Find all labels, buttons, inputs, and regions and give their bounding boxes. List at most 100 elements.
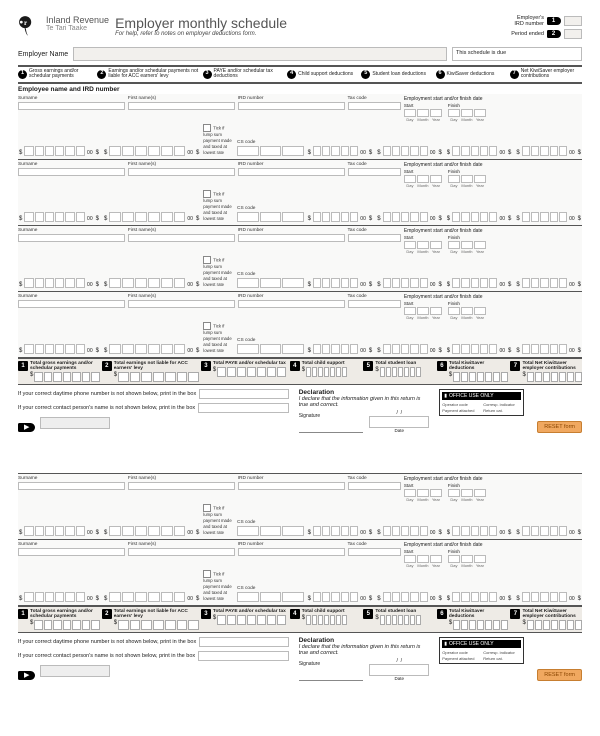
digit-cell[interactable] — [148, 212, 160, 222]
digit-cell[interactable] — [550, 146, 558, 156]
money-field[interactable]: $00$ — [307, 526, 374, 536]
money-field[interactable]: $00$ — [18, 212, 100, 222]
digit-cell[interactable] — [91, 620, 99, 630]
ird-input[interactable] — [238, 168, 345, 176]
digit-cell[interactable] — [469, 620, 476, 630]
digit-cell[interactable] — [161, 592, 173, 602]
digit-cell[interactable] — [109, 344, 121, 354]
digit-cell[interactable] — [282, 212, 304, 222]
digit-cell[interactable] — [135, 592, 147, 602]
digit-cell[interactable] — [282, 344, 304, 354]
digit-cell[interactable] — [76, 278, 85, 288]
digit-cell[interactable] — [76, 344, 85, 354]
total-input[interactable]: $ — [114, 372, 199, 382]
reset-button[interactable]: RESET form — [537, 421, 582, 433]
digit-cell[interactable] — [341, 526, 349, 536]
digit-cell[interactable] — [331, 212, 339, 222]
digit-cell[interactable] — [575, 372, 582, 382]
digit-cell[interactable] — [461, 344, 469, 354]
digit-cell[interactable] — [55, 212, 64, 222]
digit-cell[interactable] — [122, 146, 134, 156]
digit-cell[interactable] — [540, 212, 548, 222]
digit-cell[interactable] — [559, 526, 567, 536]
cell-strip[interactable] — [237, 526, 304, 536]
digit-cell[interactable] — [260, 146, 282, 156]
digit-cell[interactable] — [322, 146, 330, 156]
period-ended-field[interactable] — [564, 29, 582, 39]
digit-cell[interactable] — [35, 146, 44, 156]
digit-cell[interactable] — [135, 344, 147, 354]
digit-cell[interactable] — [174, 146, 186, 156]
total-input[interactable]: $ — [375, 615, 420, 625]
surname-input[interactable] — [18, 482, 125, 490]
digit-cell[interactable] — [53, 620, 61, 630]
cell-strip[interactable] — [237, 278, 304, 288]
digit-cell[interactable] — [420, 526, 428, 536]
digit-cell[interactable] — [44, 372, 52, 382]
digit-cell[interactable] — [282, 278, 304, 288]
digit-cell[interactable] — [24, 212, 33, 222]
digit-cell[interactable] — [63, 620, 71, 630]
digit-cell[interactable] — [559, 592, 567, 602]
tax-input[interactable] — [348, 234, 401, 242]
digit-cell[interactable] — [489, 344, 497, 354]
digit-cell[interactable] — [404, 367, 409, 377]
digit-cell[interactable] — [177, 372, 188, 382]
digit-cell[interactable] — [174, 212, 186, 222]
ird-input[interactable] — [238, 300, 345, 308]
date-cells[interactable] — [448, 489, 486, 497]
digit-cell[interactable] — [63, 372, 71, 382]
date-cells[interactable] — [404, 555, 442, 563]
digit-cell[interactable] — [141, 620, 152, 630]
signature-input[interactable] — [299, 419, 364, 433]
ird-input[interactable] — [238, 548, 345, 556]
digit-cell[interactable] — [420, 278, 428, 288]
signature-input-2[interactable] — [299, 667, 364, 681]
lump-sum-check[interactable]: Tick if lump sum payment made and taxed … — [203, 256, 234, 288]
digit-cell[interactable] — [341, 592, 349, 602]
cell-strip[interactable] — [237, 212, 304, 222]
digit-cell[interactable] — [342, 615, 347, 625]
digit-cell[interactable] — [322, 212, 330, 222]
digit-cell[interactable] — [237, 367, 246, 377]
tax-input[interactable] — [348, 102, 401, 110]
lump-sum-check[interactable]: Tick if lump sum payment made and taxed … — [203, 124, 234, 156]
digit-cell[interactable] — [45, 146, 54, 156]
digit-cell[interactable] — [237, 526, 259, 536]
digit-cell[interactable] — [350, 146, 358, 156]
digit-cell[interactable] — [177, 620, 188, 630]
checkbox-icon[interactable] — [203, 124, 211, 132]
contact-name-input[interactable] — [198, 403, 289, 413]
digit-cell[interactable] — [410, 344, 418, 354]
digit-cell[interactable] — [493, 372, 500, 382]
digit-cell[interactable] — [313, 592, 321, 602]
digit-cell[interactable] — [65, 278, 74, 288]
footer-long-box-2[interactable] — [40, 665, 110, 677]
money-field[interactable]: $00$ — [446, 146, 513, 156]
digit-cell[interactable] — [477, 372, 484, 382]
digit-cell[interactable] — [401, 526, 409, 536]
money-field[interactable]: $00$ — [18, 278, 100, 288]
digit-cell[interactable] — [392, 615, 397, 625]
digit-cell[interactable] — [392, 212, 400, 222]
digit-cell[interactable] — [420, 146, 428, 156]
digit-cell[interactable] — [485, 620, 492, 630]
digit-cell[interactable] — [174, 278, 186, 288]
digit-cell[interactable] — [380, 615, 385, 625]
tax-input[interactable] — [348, 548, 401, 556]
checkbox-icon[interactable] — [203, 570, 211, 578]
digit-cell[interactable] — [260, 592, 282, 602]
digit-cell[interactable] — [416, 615, 421, 625]
digit-cell[interactable] — [76, 146, 85, 156]
digit-cell[interactable] — [392, 592, 400, 602]
digit-cell[interactable] — [410, 592, 418, 602]
digit-cell[interactable] — [267, 367, 276, 377]
lump-sum-check[interactable]: Tick if lump sum payment made and taxed … — [203, 504, 234, 536]
digit-cell[interactable] — [540, 278, 548, 288]
digit-cell[interactable] — [109, 212, 121, 222]
money-field[interactable]: $00$ — [376, 592, 443, 602]
digit-cell[interactable] — [410, 278, 418, 288]
digit-cell[interactable] — [135, 212, 147, 222]
digit-cell[interactable] — [165, 372, 176, 382]
digit-cell[interactable] — [45, 344, 54, 354]
